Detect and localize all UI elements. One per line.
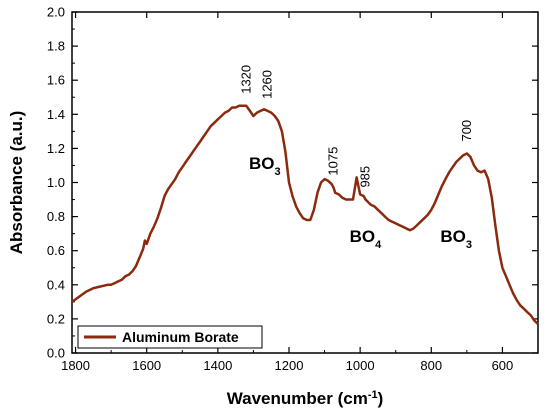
x-tick-label: 1800 [61,358,90,373]
x-tick-label: 1000 [346,358,375,373]
group-label: BO4 [350,227,383,251]
x-tick-label: 600 [492,358,514,373]
group-label: BO3 [440,227,472,251]
x-axis-title: Wavenumber (cm-1) [227,389,384,408]
legend-box [77,325,263,349]
peak-labels: 1320 1260 1075 985 700 [238,65,474,188]
y-tick-label: 0.2 [47,311,65,326]
y-tick-label: 1.4 [47,107,65,122]
peak-label: 700 [459,120,474,142]
group-labels: BO3 BO4 BO3 [249,154,472,251]
legend-label: Aluminum Borate [122,329,239,345]
y-tick-label: 2.0 [47,5,65,20]
y-axis-title: Absorbance (a.u.) [7,111,26,255]
y-tick-label: 1.8 [47,39,65,54]
x-tick-label: 1600 [132,358,161,373]
peak-label: 1260 [260,70,275,99]
y-tick-label: 1.0 [47,175,65,190]
group-label: BO3 [249,154,281,178]
y-tick-label: 0.8 [47,209,65,224]
series-line-aluminum-borate [71,104,539,325]
peak-label: 1075 [325,147,340,176]
y-tick-label: 1.6 [47,73,65,88]
axis-ticks [72,11,539,354]
legend: Aluminum Borate [77,325,263,349]
y-tick-label: 0.0 [47,346,65,361]
peak-label: 985 [357,166,372,188]
x-tick-label: 1400 [203,358,232,373]
tick-labels: 1800 1600 1400 1200 1000 800 600 0.0 0.2 0.4 0.6 0.… [47,5,513,374]
y-tick-label: 0.4 [47,277,65,292]
plot-frame [71,11,539,354]
peak-label: 1320 [238,65,253,94]
y-tick-label: 0.6 [47,243,65,258]
x-tick-label: 800 [420,358,442,373]
x-tick-label: 1200 [275,358,304,373]
y-tick-label: 1.2 [47,141,65,156]
